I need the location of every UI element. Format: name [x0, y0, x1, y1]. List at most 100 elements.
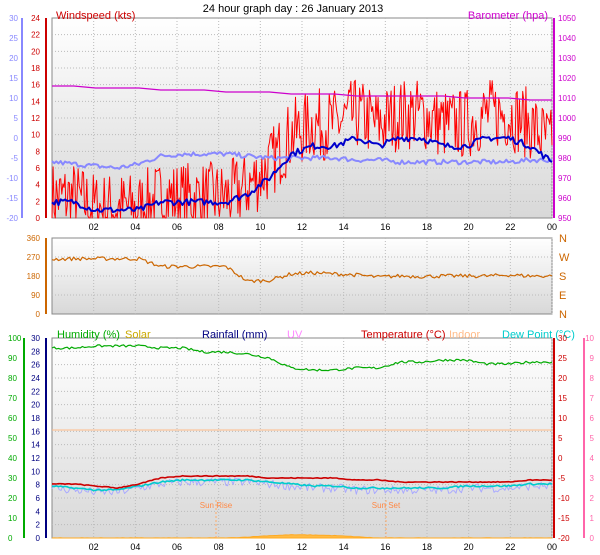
y-tick-label: 0 [14, 134, 19, 143]
y-tick-label: 25 [558, 354, 567, 363]
x-tick-label: 16 [380, 222, 390, 232]
y-tick-label: 2 [590, 494, 595, 503]
humidity-line [51, 344, 553, 372]
panel1-left-label: Windspeed (kts) [56, 10, 135, 22]
x-tick-label: 02 [89, 542, 99, 552]
y-tick-label: -20 [6, 214, 18, 223]
y-tick-label: 10 [9, 94, 18, 103]
x-tick-label: 06 [172, 542, 182, 552]
panel3-temperature-axis: -20 -15 -10 -5 0 5 10 15 20 25 30 [553, 334, 570, 543]
x-tick-label: 20 [464, 222, 474, 232]
y-tick-label: 16 [31, 81, 40, 90]
y-tick-label: -5 [11, 154, 19, 163]
y-tick-label: 25 [9, 34, 18, 43]
x-tick-label: 20 [464, 542, 474, 552]
panel3-grid [52, 338, 553, 538]
legend-indoor: Indoor [449, 329, 481, 341]
y-tick-label: 8 [36, 481, 41, 490]
y-tick-label: 9 [590, 354, 595, 363]
y-tick-label: 40 [8, 454, 17, 463]
y-tick-label: 30 [9, 14, 18, 23]
x-tick-label: 04 [130, 542, 140, 552]
y-tick-label: 0 [36, 310, 41, 319]
legend-dewpoint: Dew Point (°C) [502, 329, 575, 341]
y-tick-label: 0 [36, 534, 41, 543]
direction-label: N [559, 233, 567, 245]
y-tick-label: 10 [8, 514, 17, 523]
y-tick-label: 6 [36, 164, 41, 173]
x-tick-label: 02 [89, 222, 99, 232]
solar-area [51, 534, 553, 539]
panel3-humidity-axis: 0 10 20 30 40 50 60 70 80 90 100 [8, 334, 25, 543]
panel2-left-axis: 0 90 180 270 360 [27, 234, 47, 319]
x-tick-label: 18 [422, 542, 432, 552]
y-tick-label: 10 [31, 131, 40, 140]
y-tick-label: 16 [31, 427, 40, 436]
sunrise-label: Sun Rise [200, 501, 233, 510]
y-tick-label: 18 [31, 414, 40, 423]
wind-direction-line [51, 256, 553, 284]
y-tick-label: 20 [9, 54, 18, 63]
y-tick-label: 6 [36, 494, 41, 503]
x-tick-label: 06 [172, 222, 182, 232]
panel1-right-axis: 950 960 970 980 990 1000 1010 1020 1030 1040 1050 [553, 14, 576, 223]
x-tick-label: 12 [297, 222, 307, 232]
x-tick-label: 08 [214, 222, 224, 232]
y-tick-label: 10 [585, 334, 594, 343]
x-tick-label: 10 [255, 542, 265, 552]
y-tick-label: 6 [590, 414, 595, 423]
y-tick-label: 50 [8, 434, 17, 443]
x-tick-label: 08 [214, 542, 224, 552]
panel3-x-axis: 02 04 06 08 10 12 14 16 18 20 22 00 [89, 542, 557, 552]
y-tick-label: 90 [31, 291, 40, 300]
y-tick-label: -10 [6, 174, 18, 183]
y-tick-label: 950 [558, 214, 572, 223]
y-tick-label: 18 [31, 64, 40, 73]
y-tick-label: 3 [590, 474, 595, 483]
y-tick-label: 8 [36, 147, 41, 156]
y-tick-label: 980 [558, 154, 572, 163]
y-tick-label: 0 [590, 534, 595, 543]
y-tick-label: 20 [558, 374, 567, 383]
y-tick-label: 5 [558, 434, 563, 443]
legend-temperature: Temperature (°C) [361, 329, 445, 341]
y-tick-label: 60 [8, 414, 17, 423]
y-tick-label: 1050 [558, 14, 576, 23]
x-tick-label: 12 [297, 542, 307, 552]
legend-solar: Solar [125, 329, 151, 341]
x-tick-label: 00 [547, 542, 557, 552]
y-tick-label: 30 [8, 474, 17, 483]
y-tick-label: 28 [31, 347, 40, 356]
y-tick-label: 2 [36, 521, 41, 530]
y-tick-label: -20 [558, 534, 570, 543]
y-tick-label: 360 [27, 234, 41, 243]
y-tick-label: 12 [31, 454, 40, 463]
x-tick-label: 14 [339, 542, 349, 552]
feels-like-line [51, 151, 553, 170]
y-tick-label: 2 [36, 197, 41, 206]
x-tick-label: 18 [422, 222, 432, 232]
y-tick-label: 180 [27, 272, 41, 281]
panel1-series [51, 79, 553, 219]
y-tick-label: 0 [8, 534, 13, 543]
y-tick-label: 270 [27, 253, 41, 262]
sunset-label: Sun Set [372, 501, 401, 510]
barometer-line [52, 85, 552, 101]
y-tick-label: 1030 [558, 54, 576, 63]
y-tick-label: 14 [31, 441, 40, 450]
y-tick-label: 7 [590, 394, 595, 403]
panel3-uv-axis: 0 1 2 3 4 5 6 7 8 9 10 [583, 334, 595, 543]
wind-gust-line [51, 79, 553, 219]
y-tick-label: 0 [558, 454, 563, 463]
y-tick-label: 5 [14, 114, 19, 123]
y-tick-label: 1040 [558, 34, 576, 43]
y-tick-label: 14 [31, 97, 40, 106]
legend-rainfall: Rainfall (mm) [202, 329, 267, 341]
y-tick-label: 4 [36, 507, 41, 516]
y-tick-label: 26 [31, 361, 40, 370]
y-tick-label: 15 [558, 394, 567, 403]
y-tick-label: 22 [31, 31, 40, 40]
